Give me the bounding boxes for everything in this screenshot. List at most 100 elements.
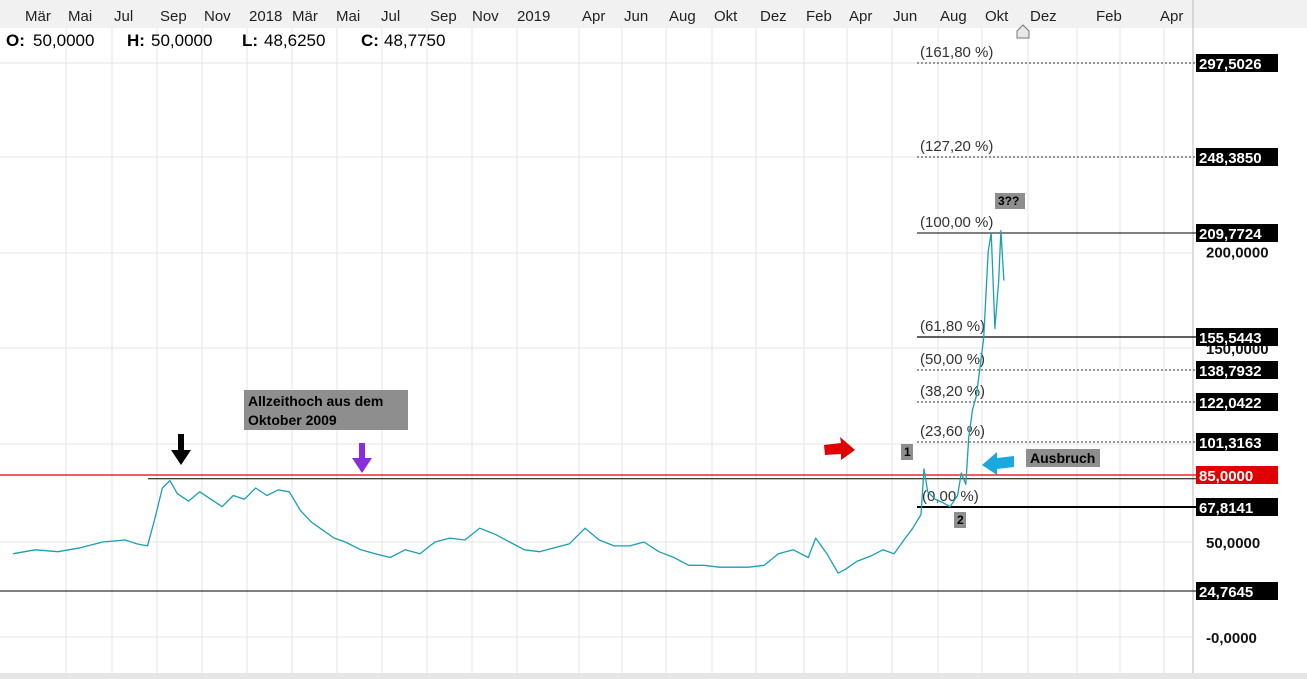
price-tag-label: 24,7645	[1199, 584, 1253, 601]
open-value: 50,0000	[33, 31, 94, 50]
red-right-arrow-icon	[824, 437, 855, 460]
price-tag-label: 248,3850	[1199, 150, 1262, 167]
price-tag-label: 138,7932	[1199, 363, 1262, 380]
price-tag-box	[1196, 498, 1278, 516]
price-tag-label: 85,0000	[1199, 468, 1253, 485]
marker-3-text: 3??	[998, 194, 1019, 208]
wave-marker-3: 3??	[995, 193, 1025, 209]
price-tags: 297,5026 248,3850 209,7724 155,5443 138,7932…	[1196, 54, 1278, 601]
month-label: Mär	[25, 8, 51, 25]
marker-2-box	[954, 512, 966, 528]
price-tag-label: 297,5026	[1199, 56, 1262, 73]
month-label: Feb	[806, 8, 832, 25]
month-label: Nov	[204, 8, 231, 25]
fibonacci-labels: (161,80 %) (127,20 %) (100,00 %) (61,80 %) (…	[920, 44, 993, 505]
price-tag-box	[1196, 224, 1278, 242]
price-tag-label: 101,3163	[1199, 435, 1262, 452]
fib-label: (127,20 %)	[920, 138, 993, 155]
open-label: O:	[6, 31, 25, 50]
price-tag-label: 209,7724	[1199, 226, 1262, 243]
month-label: Okt	[985, 8, 1009, 25]
note-box	[244, 390, 408, 430]
month-label: Sep	[160, 8, 187, 25]
y-tick-label: 200,0000	[1206, 245, 1269, 262]
price-tag: 101,3163	[1196, 433, 1278, 452]
price-series-line	[12, 229, 1005, 574]
month-label: Jul	[114, 8, 133, 25]
month-label: Nov	[472, 8, 499, 25]
month-label: Mär	[292, 8, 318, 25]
y-tick-label: -0,0000	[1206, 630, 1257, 647]
all-time-high-note: Allzeithoch aus dem Oktober 2009	[244, 390, 408, 430]
breakout-box	[1026, 449, 1100, 467]
y-tick-label: 50,0000	[1206, 535, 1260, 552]
month-label: Mai	[336, 8, 360, 25]
price-tag-box	[1196, 361, 1278, 379]
price-tag-label: 155,5443	[1199, 330, 1262, 347]
month-label: Dez	[1030, 8, 1057, 25]
month-label: Aug	[940, 8, 967, 25]
blue-left-arrow-icon	[982, 452, 1014, 475]
breakout-label: Ausbruch	[1030, 450, 1095, 466]
grid-lines	[0, 28, 1193, 673]
purple-down-arrow-icon	[352, 443, 372, 473]
marker-2-text: 2	[957, 513, 964, 527]
fib-label: (161,80 %)	[920, 44, 993, 61]
close-value: 48,7750	[384, 31, 445, 50]
fib-label: (100,00 %)	[920, 214, 993, 231]
price-tag-box	[1196, 393, 1278, 411]
fib-label: (0,00 %)	[922, 488, 979, 505]
month-label: Okt	[714, 8, 738, 25]
low-label: L:	[242, 31, 258, 50]
marker-1-text: 1	[904, 445, 911, 459]
fib-label: (61,80 %)	[920, 318, 985, 335]
price-tag-label: 67,8141	[1199, 500, 1253, 517]
price-tag-box	[1196, 148, 1278, 166]
marker-1-box	[901, 444, 913, 460]
marker-3-box	[995, 193, 1025, 209]
bottom-bar	[0, 673, 1307, 679]
price-tag: 85,0000	[1196, 466, 1278, 485]
wave-marker-1: 1	[901, 444, 913, 460]
price-tag: 24,7645	[1196, 582, 1278, 601]
month-label: Feb	[1096, 8, 1122, 25]
wave-marker-2: 2	[954, 512, 966, 528]
fib-label: (23,60 %)	[920, 423, 985, 440]
month-label: Jun	[624, 8, 648, 25]
ohlc-readout: O: 50,0000 H: 50,0000 L: 48,6250 C: 48,7…	[6, 31, 445, 50]
price-tag-box	[1196, 466, 1278, 484]
high-label: H:	[127, 31, 145, 50]
month-label: Sep	[430, 8, 457, 25]
black-down-arrow-icon	[171, 434, 191, 465]
low-value: 48,6250	[264, 31, 325, 50]
note-line-1: Allzeithoch aus dem	[248, 393, 383, 409]
price-tag-box	[1196, 433, 1278, 451]
price-tag: 248,3850	[1196, 148, 1278, 167]
breakout-note: Ausbruch	[1026, 449, 1100, 467]
month-label: Apr	[1160, 8, 1183, 25]
price-tag: 297,5026	[1196, 54, 1278, 73]
month-label: Mai	[68, 8, 92, 25]
time-axis: Mär Mai Jul Sep Nov 2018 Mär Mai Jul Sep Nov 2019 Ap…	[25, 8, 1183, 25]
price-tag-label: 122,0422	[1199, 395, 1262, 412]
price-tag-box	[1196, 54, 1278, 72]
scroll-up-icon[interactable]	[1016, 24, 1030, 39]
month-label: Apr	[582, 8, 605, 25]
top-axis-bg	[0, 0, 1307, 28]
high-value: 50,0000	[151, 31, 212, 50]
month-label: 2019	[517, 8, 550, 25]
price-tag: 67,8141	[1196, 498, 1278, 517]
price-tag: 209,7724	[1196, 224, 1278, 243]
month-label: Dez	[760, 8, 787, 25]
month-label: Jul	[381, 8, 400, 25]
month-label: Jun	[893, 8, 917, 25]
close-label: C:	[361, 31, 379, 50]
note-line-2: Oktober 2009	[248, 412, 337, 428]
price-tag: 122,0422	[1196, 393, 1278, 412]
price-tag-box	[1196, 582, 1278, 600]
fib-label: (50,00 %)	[920, 351, 985, 368]
price-tag-box	[1196, 328, 1278, 346]
level-lines	[0, 62, 1196, 592]
